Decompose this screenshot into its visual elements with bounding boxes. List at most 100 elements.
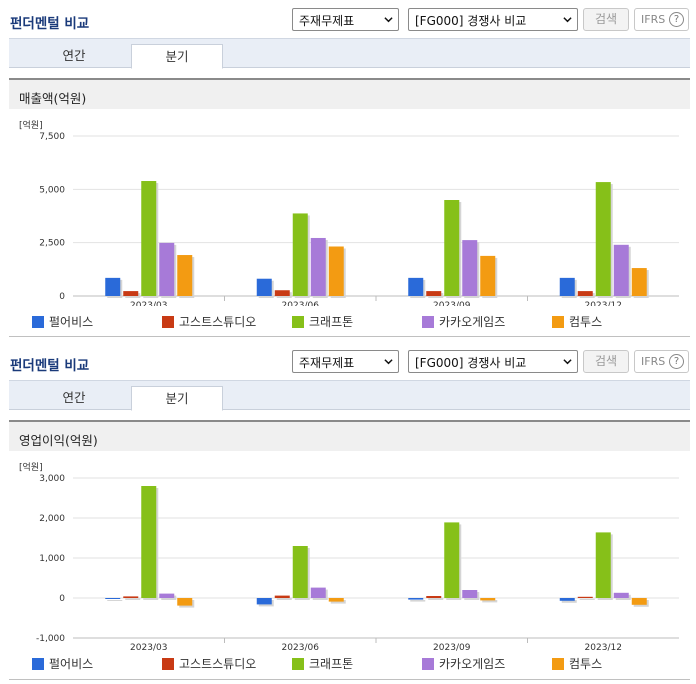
bar xyxy=(159,593,175,598)
bar xyxy=(328,598,344,602)
operating-profit-chart: -1,000 0 1,000 2,000 3,000 2023/03 2023/06 2023… xyxy=(36,474,679,653)
legend-item: 카카오게임즈 xyxy=(422,313,505,330)
tab-annual[interactable]: 연간 xyxy=(62,390,86,405)
bar xyxy=(141,486,157,598)
bar xyxy=(105,277,121,296)
chart-legend: 펄어비스 고스트스튜디오 크래프톤 카카오게임즈 컴투스 xyxy=(0,313,696,329)
panel-divider xyxy=(9,336,690,337)
bar xyxy=(292,546,308,598)
legend-swatch xyxy=(292,316,304,328)
peer-group-select[interactable]: [FG000] 경쟁사 비교 xyxy=(408,350,578,373)
chart-header: 영업이익(억원) xyxy=(9,420,690,451)
legend-label: 펄어비스 xyxy=(49,657,94,671)
bar xyxy=(310,237,326,296)
y-tick-label: 0 xyxy=(59,594,65,604)
bar xyxy=(177,598,193,606)
search-button[interactable]: 검색 xyxy=(583,350,629,373)
legend-label: 카카오게임즈 xyxy=(439,657,506,671)
help-icon[interactable]: ? xyxy=(669,12,684,27)
statement-type-select[interactable]: 주재무제표 xyxy=(292,350,399,373)
bar xyxy=(256,278,272,296)
bar xyxy=(310,587,326,598)
y-tick-label: 7,500 xyxy=(39,132,65,142)
bar xyxy=(274,595,290,598)
legend-label: 펄어비스 xyxy=(49,315,94,329)
statement-type-select[interactable]: 주재무제표 xyxy=(292,8,399,31)
legend-label: 고스트스튜디오 xyxy=(179,657,257,671)
x-tick-label: 2023/03 xyxy=(130,643,167,653)
legend-swatch xyxy=(162,316,174,328)
bar xyxy=(462,240,478,296)
y-tick-label: -1,000 xyxy=(36,634,65,644)
x-tick-label: 2023/06 xyxy=(282,643,320,653)
bar xyxy=(426,291,442,296)
legend-swatch xyxy=(32,658,44,670)
legend-item: 펄어비스 xyxy=(32,313,93,330)
ifrs-toggle[interactable]: IFRS ? xyxy=(634,8,689,31)
x-tick-label: 2023/03 xyxy=(130,301,167,306)
bar xyxy=(462,590,478,598)
panel-title: 펀더멘털 비교 xyxy=(10,358,90,374)
legend-label: 컴투스 xyxy=(569,315,603,329)
legend-swatch xyxy=(292,658,304,670)
bar xyxy=(123,291,139,296)
y-tick-label: 2,500 xyxy=(39,239,65,249)
bar-shadow xyxy=(330,600,346,604)
x-tick-label: 2023/06 xyxy=(282,301,320,306)
y-tick-label: 1,000 xyxy=(39,554,65,564)
legend-swatch xyxy=(162,658,174,670)
bar xyxy=(559,277,575,296)
chevron-down-icon xyxy=(384,17,393,23)
bar xyxy=(177,255,193,296)
bar xyxy=(141,181,157,296)
tab-quarterly[interactable]: 분기 xyxy=(131,386,223,411)
bar xyxy=(595,532,611,598)
legend-item: 펄어비스 xyxy=(32,655,93,672)
legend-label: 카카오게임즈 xyxy=(439,315,506,329)
y-tick-label: 0 xyxy=(59,292,65,302)
bar-shadow xyxy=(561,600,577,603)
bar xyxy=(328,246,344,296)
tab-annual[interactable]: 연간 xyxy=(62,48,86,63)
tab-quarterly[interactable]: 분기 xyxy=(131,44,223,69)
legend-swatch xyxy=(422,316,434,328)
legend-swatch xyxy=(552,658,564,670)
help-icon[interactable]: ? xyxy=(669,354,684,369)
legend-label: 크래프톤 xyxy=(309,657,354,671)
panel-header: 펀더멘털 비교 주재무제표 [FG000] 경쟁사 비교 검색 IFRS ? xyxy=(0,0,696,36)
statement-type-value: 주재무제표 xyxy=(299,14,355,28)
bar xyxy=(577,596,593,598)
bar xyxy=(631,598,647,605)
ifrs-label: IFRS xyxy=(641,355,666,368)
bar-shadow xyxy=(410,600,426,602)
bar xyxy=(480,598,496,601)
bar xyxy=(105,598,121,599)
chevron-down-icon xyxy=(563,359,572,365)
bar xyxy=(444,522,460,598)
statement-type-value: 주재무제표 xyxy=(299,356,355,370)
bar xyxy=(595,182,611,296)
x-tick-label: 2023/12 xyxy=(585,643,622,653)
y-axis-unit: [억원] xyxy=(19,121,43,131)
bar xyxy=(480,255,496,296)
y-tick-label: 5,000 xyxy=(39,185,65,195)
search-button[interactable]: 검색 xyxy=(583,8,629,31)
y-tick-label: 2,000 xyxy=(39,514,65,524)
bar xyxy=(613,592,629,598)
y-tick-label: 3,000 xyxy=(39,474,65,484)
bar xyxy=(408,598,424,600)
legend-item: 카카오게임즈 xyxy=(422,655,505,672)
bar-shadow xyxy=(276,597,292,600)
x-tick-label: 2023/09 xyxy=(433,301,471,306)
x-tick-label: 2023/09 xyxy=(433,643,471,653)
peer-group-select[interactable]: [FG000] 경쟁사 비교 xyxy=(408,8,578,31)
chevron-down-icon xyxy=(384,359,393,365)
legend-item: 컴투스 xyxy=(552,313,602,330)
bar xyxy=(159,242,175,296)
bar xyxy=(292,213,308,296)
ifrs-toggle[interactable]: IFRS ? xyxy=(634,350,689,373)
peer-group-value: [FG000] 경쟁사 비교 xyxy=(415,14,527,28)
ifrs-label: IFRS xyxy=(641,13,666,26)
peer-group-value: [FG000] 경쟁사 비교 xyxy=(415,356,527,370)
chart-header: 매출액(억원) xyxy=(9,78,690,109)
